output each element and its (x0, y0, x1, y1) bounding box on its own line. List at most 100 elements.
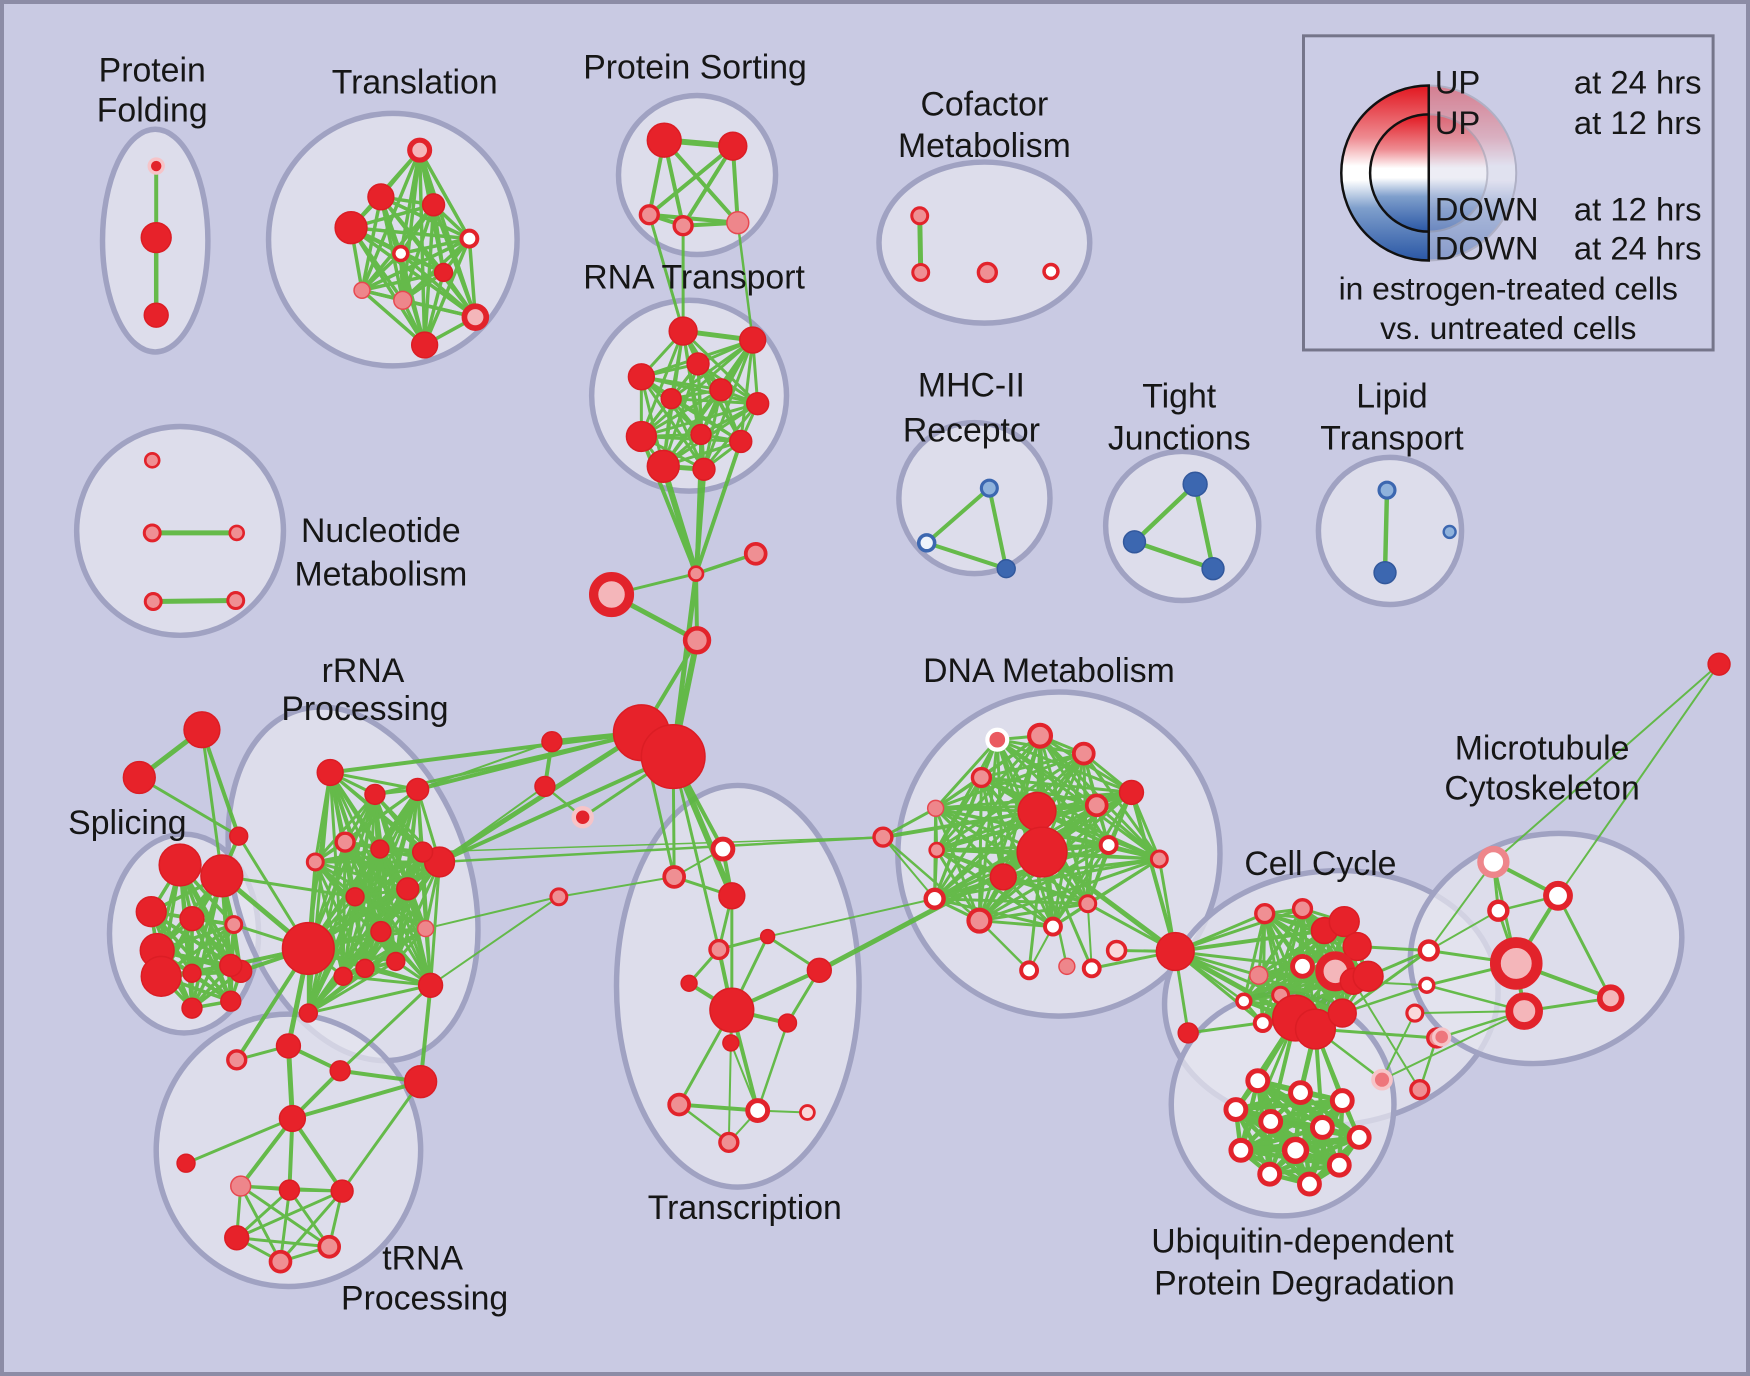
gene-set-node-rr (976, 261, 998, 284)
edge (557, 875, 676, 898)
gene-set-node-redpink (1505, 992, 1543, 1030)
cluster-label-line: Nucleotide (301, 512, 461, 550)
gene-set-node-pink (353, 281, 371, 300)
legend-note-line: in estrogen-treated cells (1339, 270, 1678, 306)
gene-set-node-ring (1235, 992, 1253, 1010)
edge (438, 835, 885, 864)
gene-set-node-rr (672, 215, 694, 237)
gene-set-node-halo (147, 157, 165, 175)
gene-set-node-ring (1309, 1115, 1335, 1140)
gene-set-node-rr (708, 938, 730, 961)
gene-set-node-rr (549, 887, 569, 907)
edge (924, 540, 1009, 571)
gene-set-node-palering (1105, 939, 1128, 962)
gene-set-node-rr (143, 452, 161, 469)
gene-set-node-rr (228, 524, 246, 542)
gene-set-node-red (275, 1033, 302, 1059)
edge (137, 775, 241, 838)
cluster-label-line: Cytoskeleton (1444, 769, 1639, 807)
gene-set-node-rr (226, 1049, 248, 1071)
gene-set-node-red (421, 193, 446, 217)
edge (639, 375, 706, 471)
gene-set-node-pink (726, 211, 750, 235)
gene-set-node-red (680, 974, 698, 992)
edge (977, 857, 1161, 923)
gene-set-node-red (1118, 779, 1145, 806)
gene-set-node-ring (1228, 1137, 1254, 1163)
edge (647, 144, 735, 217)
gene-set-node-rr (911, 262, 931, 282)
cluster-label-line: Receptor (903, 411, 1040, 449)
gene-set-node-red (746, 391, 770, 416)
cluster-label-line: Transport (1320, 419, 1464, 457)
edge (150, 598, 239, 604)
gene-set-node-ring (1288, 1080, 1313, 1106)
gene-set-node-pink (230, 1175, 252, 1197)
cluster-label-line: Processing (341, 1279, 508, 1317)
edge (341, 974, 433, 987)
gene-set-node-redpink (1596, 984, 1625, 1012)
edge (1086, 902, 1093, 970)
gene-set-node-red (739, 326, 767, 354)
edge (306, 966, 367, 1015)
edge (1039, 849, 1178, 954)
gene-set-node-ring (1019, 960, 1040, 981)
edge (1086, 843, 1111, 906)
cluster-label-line: Transcription (648, 1189, 842, 1227)
gene-set-node-red (692, 457, 716, 481)
gene-set-node-red (718, 882, 746, 910)
edge (1132, 481, 1198, 545)
gene-set-node-ring (1081, 958, 1102, 979)
gene-set-node-rr (226, 591, 246, 610)
gene-set-node-red (709, 987, 755, 1033)
gene-set-node-red (722, 1034, 740, 1052)
gene-set-node-ring (1043, 916, 1063, 937)
edge (313, 792, 377, 864)
gene-set-node-red (220, 990, 242, 1012)
edge (353, 895, 428, 931)
gene-set-node-rr (1409, 1079, 1431, 1101)
gene-set-node-blue (1122, 530, 1147, 554)
legend-wheel-left-inner (1368, 113, 1431, 233)
gene-set-node-red (759, 928, 776, 945)
gene-set-node-red (179, 905, 205, 932)
gene-set-node-red (140, 221, 172, 254)
edge (290, 1079, 423, 1121)
gene-set-node-rr (872, 826, 894, 848)
gene-set-node-red (646, 122, 682, 158)
gene-set-node-red (333, 966, 353, 987)
gene-set-node-red (541, 730, 563, 753)
edge (1341, 984, 1429, 1015)
gene-set-node-red (219, 953, 243, 978)
gene-set-node-ring (745, 1098, 771, 1123)
legend-wheel-right-inner (1427, 113, 1489, 233)
edge (235, 1236, 331, 1249)
edge (647, 212, 740, 225)
gene-set-node-ring (1329, 1088, 1355, 1114)
edge (190, 922, 236, 976)
edge (306, 792, 377, 950)
edge (399, 251, 427, 347)
edge (1238, 1125, 1325, 1153)
edge (1038, 734, 1111, 847)
gene-set-node-rr (334, 831, 356, 853)
edge (934, 738, 999, 810)
edge (353, 850, 425, 899)
gene-set-node-red (729, 429, 753, 454)
cluster-label-line: Cell Cycle (1244, 845, 1396, 883)
gene-set-node-bluelight (979, 478, 999, 498)
edge (1557, 663, 1721, 897)
edge (1173, 907, 1304, 953)
gene-set-node-red (298, 1003, 319, 1023)
edge (1132, 539, 1216, 571)
cluster-label-line: Processing (281, 690, 448, 728)
gene-set-node-blue (1201, 557, 1225, 581)
gene-set-node-ring (710, 836, 736, 862)
edge (671, 755, 721, 951)
gene-set-node-red (278, 1179, 301, 1201)
gene-set-node-rr (1071, 741, 1096, 766)
gene-set-node-red (140, 955, 182, 997)
gene-set-node-red (1342, 931, 1372, 962)
gene-set-node-red (1294, 1008, 1337, 1050)
